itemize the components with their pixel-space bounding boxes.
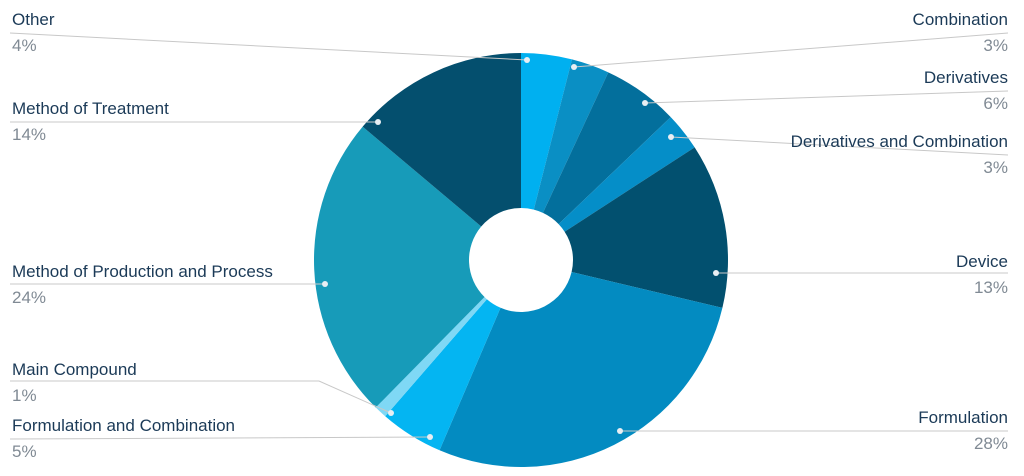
label-derivatives-name: Derivatives: [923, 68, 1008, 87]
label-combination-name: Combination: [912, 10, 1008, 29]
slice-method-of-production-and-process: [314, 126, 485, 408]
leader-dot-combination: [571, 64, 577, 70]
slice-formulation-and-combination: [385, 299, 501, 451]
label-method-of-treatment-pct: 14%: [12, 125, 47, 144]
label-method-of-production: Method of Production and Process 24%: [12, 262, 273, 308]
label-method-of-treatment: Method of Treatment 14%: [12, 99, 169, 145]
label-derivatives-and-combination: Derivatives and Combination 3%: [791, 132, 1008, 178]
label-formulation-and-combination-name: Formulation and Combination: [12, 416, 236, 435]
leader-dot-derivatives: [642, 100, 648, 106]
leader-dot-main-compound: [388, 410, 394, 416]
slice-derivatives-and-combination: [558, 117, 695, 232]
label-device-name: Device: [956, 252, 1008, 271]
label-other-name: Other: [12, 10, 55, 29]
slice-method-of-treatment: [362, 53, 521, 227]
label-main-compound: Main Compound 1%: [12, 360, 137, 406]
label-formulation-name: Formulation: [918, 408, 1008, 427]
label-formulation: Formulation 28%: [918, 408, 1008, 454]
label-method-of-production-name: Method of Production and Process: [12, 262, 273, 281]
leader-line-other: [9, 32, 528, 61]
leader-line-combination: [573, 32, 1009, 68]
label-derivatives: Derivatives 6%: [924, 68, 1008, 114]
leader-dot-method-of-production-and-process: [322, 281, 328, 287]
slice-main-compound: [375, 297, 487, 417]
label-other: Other 4%: [12, 10, 55, 56]
slice-device: [564, 147, 728, 308]
leader-line-formulation-and-combination: [9, 436, 431, 440]
label-combination-pct: 3%: [983, 36, 1008, 55]
leader-line-derivatives-and-combination: [670, 136, 1009, 156]
label-method-of-production-pct: 24%: [12, 288, 47, 307]
label-other-pct: 4%: [12, 36, 37, 55]
label-formulation-and-combination-pct: 5%: [12, 442, 37, 461]
slice-other: [521, 53, 572, 210]
label-formulation-and-combination: Formulation and Combination 5%: [12, 416, 235, 462]
slice-combination: [533, 59, 609, 213]
leader-dot-other: [524, 57, 530, 63]
leader-dot-device: [713, 270, 719, 276]
leader-line-main-compound: [10, 380, 392, 414]
label-derivatives-and-combination-name: Derivatives and Combination: [790, 132, 1008, 151]
slice-derivatives: [542, 72, 671, 225]
label-method-of-treatment-name: Method of Treatment: [12, 99, 169, 118]
label-derivatives-pct: 6%: [983, 94, 1008, 113]
label-device: Device 13%: [956, 252, 1008, 298]
leader-dot-formulation: [617, 428, 623, 434]
slice-formulation: [439, 272, 723, 468]
leader-line-derivatives: [644, 90, 1009, 104]
label-device-pct: 13%: [973, 278, 1008, 297]
label-derivatives-and-combination-pct: 3%: [983, 158, 1008, 177]
leader-dot-method-of-treatment: [375, 119, 381, 125]
label-main-compound-pct: 1%: [12, 386, 37, 405]
leader-dot-derivatives-and-combination: [668, 134, 674, 140]
label-formulation-pct: 28%: [973, 434, 1008, 453]
label-combination: Combination 3%: [913, 10, 1008, 56]
leader-dot-formulation-and-combination: [427, 434, 433, 440]
label-main-compound-name: Main Compound: [12, 360, 137, 379]
